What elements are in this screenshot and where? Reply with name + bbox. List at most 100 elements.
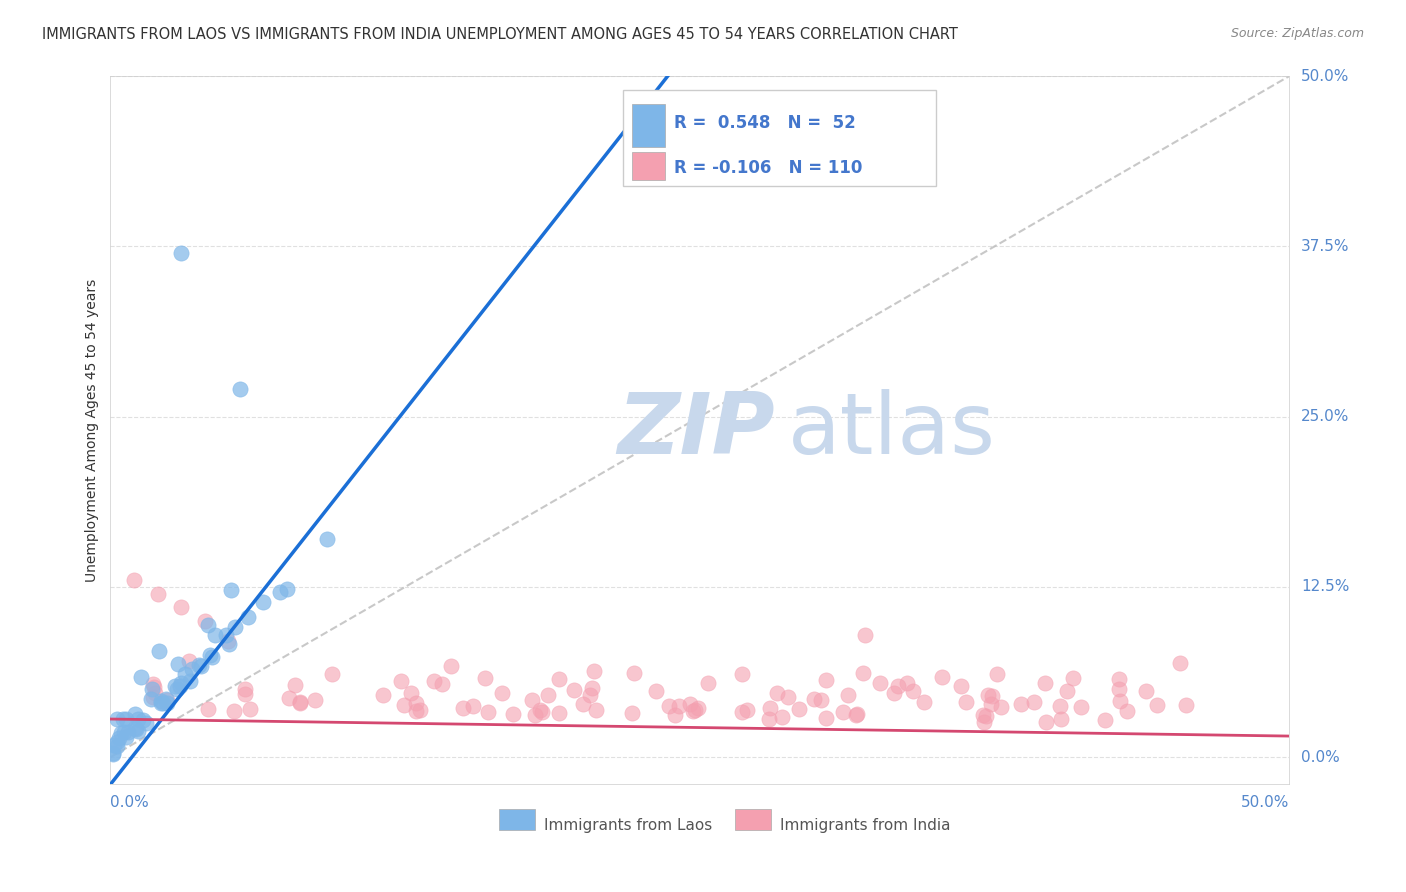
Point <box>766 686 789 700</box>
Point <box>832 705 855 719</box>
Point <box>502 707 524 722</box>
Point <box>491 686 513 700</box>
Point <box>664 707 686 722</box>
Point <box>585 703 607 717</box>
Point <box>548 672 571 686</box>
Point <box>461 699 484 714</box>
Point <box>787 702 810 716</box>
Point <box>571 697 593 711</box>
Text: IMMIGRANTS FROM LAOS VS IMMIGRANTS FROM INDIA UNEMPLOYMENT AMONG AGES 45 TO 54 Y: IMMIGRANTS FROM LAOS VS IMMIGRANTS FROM … <box>42 27 957 42</box>
Point <box>125 723 148 737</box>
Text: 0.0%: 0.0% <box>1301 749 1340 764</box>
Point <box>547 706 569 721</box>
Point <box>155 696 177 710</box>
Point <box>901 683 924 698</box>
Point <box>623 666 645 681</box>
Point <box>229 382 252 396</box>
Point <box>814 673 837 688</box>
Text: Immigrants from India: Immigrants from India <box>780 819 950 833</box>
Point <box>986 667 1008 681</box>
Point <box>117 724 139 739</box>
Bar <box>631 152 665 180</box>
Point <box>103 738 125 752</box>
Point <box>645 683 668 698</box>
Point <box>252 595 274 609</box>
Point <box>1062 671 1084 685</box>
Point <box>304 693 326 707</box>
Point <box>170 246 193 260</box>
Point <box>236 610 259 624</box>
Text: atlas: atlas <box>789 389 997 472</box>
Text: R =  0.548   N =  52: R = 0.548 N = 52 <box>673 114 856 132</box>
Point <box>731 705 754 719</box>
Point <box>1094 713 1116 727</box>
Point <box>124 722 146 736</box>
Point <box>770 710 793 724</box>
Point <box>432 677 454 691</box>
Point <box>422 673 444 688</box>
Text: ZIP: ZIP <box>617 389 775 472</box>
Text: 37.5%: 37.5% <box>1301 239 1350 254</box>
Point <box>950 680 973 694</box>
Point <box>620 706 643 720</box>
Point <box>218 636 240 650</box>
Point <box>582 664 605 678</box>
Point <box>955 695 977 709</box>
Point <box>166 681 188 696</box>
Point <box>105 735 128 749</box>
Point <box>658 699 681 714</box>
Point <box>1108 694 1130 708</box>
Point <box>869 676 891 690</box>
Point <box>883 686 905 700</box>
Point <box>814 711 837 725</box>
Point <box>1033 676 1056 690</box>
Point <box>697 675 720 690</box>
Point <box>980 698 1002 712</box>
Point <box>165 679 187 693</box>
Point <box>141 682 163 697</box>
Text: R = -0.106   N = 110: R = -0.106 N = 110 <box>673 159 862 177</box>
Text: Immigrants from Laos: Immigrants from Laos <box>544 819 713 833</box>
Point <box>148 644 170 658</box>
Point <box>688 701 710 715</box>
Point <box>169 679 191 693</box>
Point <box>278 690 301 705</box>
Point <box>678 697 700 711</box>
Point <box>683 703 706 717</box>
Point <box>530 705 553 719</box>
Point <box>173 666 195 681</box>
Point <box>973 714 995 729</box>
Text: Source: ZipAtlas.com: Source: ZipAtlas.com <box>1230 27 1364 40</box>
Point <box>735 703 758 717</box>
Point <box>215 628 238 642</box>
Point <box>239 702 262 716</box>
Point <box>221 582 243 597</box>
Text: 0.0%: 0.0% <box>111 796 149 810</box>
Point <box>537 688 560 702</box>
Point <box>392 698 415 713</box>
Point <box>453 701 475 715</box>
Point <box>1146 698 1168 712</box>
Point <box>129 670 152 684</box>
Point <box>204 627 226 641</box>
Point <box>399 686 422 700</box>
Point <box>668 698 690 713</box>
Point <box>115 712 138 726</box>
Point <box>1070 700 1092 714</box>
Point <box>405 704 427 718</box>
Point <box>896 676 918 690</box>
Point <box>122 573 145 587</box>
Point <box>990 700 1012 714</box>
Point <box>233 682 256 697</box>
Point <box>845 707 868 722</box>
Point <box>1108 681 1130 696</box>
Point <box>778 690 800 704</box>
Point <box>170 676 193 690</box>
Point <box>931 670 953 684</box>
Point <box>170 600 193 615</box>
Text: 50.0%: 50.0% <box>1301 69 1350 84</box>
Point <box>977 689 1000 703</box>
Point <box>579 688 602 702</box>
Point <box>112 725 135 739</box>
Point <box>124 706 146 721</box>
